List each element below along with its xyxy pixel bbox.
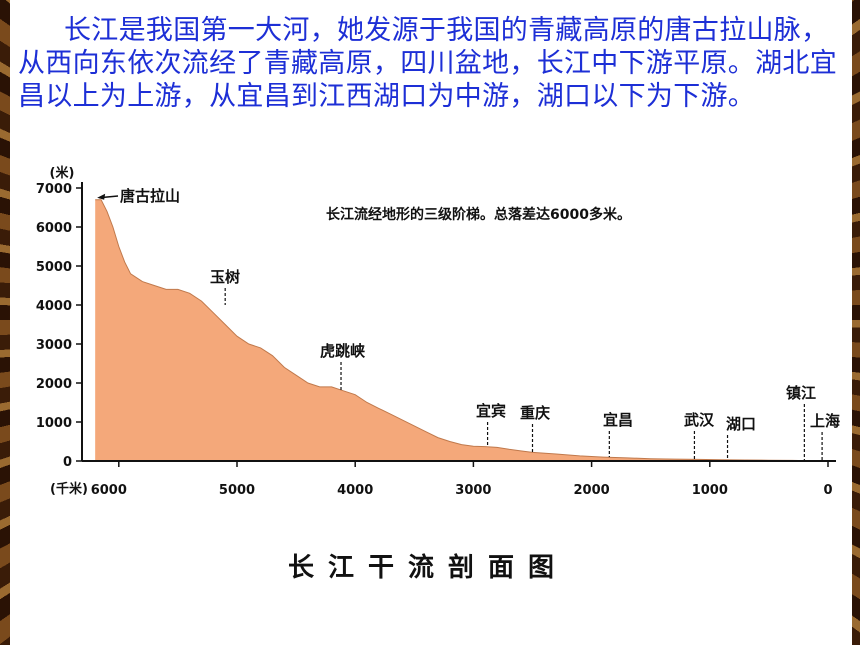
place-label: 上海	[810, 412, 840, 430]
y-tick-label: 2000	[36, 377, 72, 392]
intro-paragraph: 长江是我国第一大河，她发源于我国的青藏高原的唐古拉山脉，从西向东依次流经了青藏高…	[18, 15, 837, 112]
elevation-line	[95, 199, 829, 462]
y-tick-label: 1000	[36, 416, 72, 431]
x-tick-label: 5000	[219, 483, 255, 498]
slide-page: 长江是我国第一大河，她发源于我国的青藏高原的唐古拉山脉，从西向东依次流经了青藏高…	[10, 0, 852, 645]
place-label: 宜宾	[476, 402, 506, 420]
x-tick-label: 1000	[692, 483, 728, 498]
place-label: 虎跳峡	[320, 342, 366, 360]
place-label: 湖口	[726, 415, 756, 433]
x-tick-label: 3000	[455, 483, 491, 498]
y-tick-label: 6000	[36, 221, 72, 236]
y-axis-unit: (米)	[50, 165, 75, 181]
y-tick-label: 3000	[36, 338, 72, 353]
y-tick-label: 4000	[36, 299, 72, 314]
x-tick-label: 2000	[574, 483, 610, 498]
chart-title: 长江干流剖面图	[288, 552, 568, 583]
y-tick-label: 7000	[36, 182, 72, 197]
x-tick-label: 0	[823, 483, 832, 498]
place-label: 重庆	[520, 404, 550, 422]
place-pointer-arrow	[97, 193, 106, 200]
place-label: 武汉	[684, 411, 715, 429]
x-tick-label: 6000	[91, 483, 127, 498]
river-profile-chart: 0 1000 2000 3000 4000 5000 6000 7000 6000 5000 400…	[36, 165, 840, 583]
y-tick-label: 0	[63, 455, 72, 470]
y-tick-label: 5000	[36, 260, 72, 275]
place-label: 唐古拉山	[120, 187, 180, 205]
place-label: 镇江	[786, 384, 816, 402]
place-label: 玉树	[210, 268, 240, 286]
chart-annotation: 长江流经地形的三级阶梯。总落差达6000多米。	[326, 206, 631, 223]
x-axis-unit: (千米)	[50, 481, 88, 497]
x-tick-label: 4000	[337, 483, 373, 498]
elevation-area	[95, 199, 828, 461]
place-label: 宜昌	[603, 411, 633, 429]
plot-area: 0 1000 2000 3000 4000 5000 6000 7000 6000 5000 400…	[36, 182, 840, 498]
